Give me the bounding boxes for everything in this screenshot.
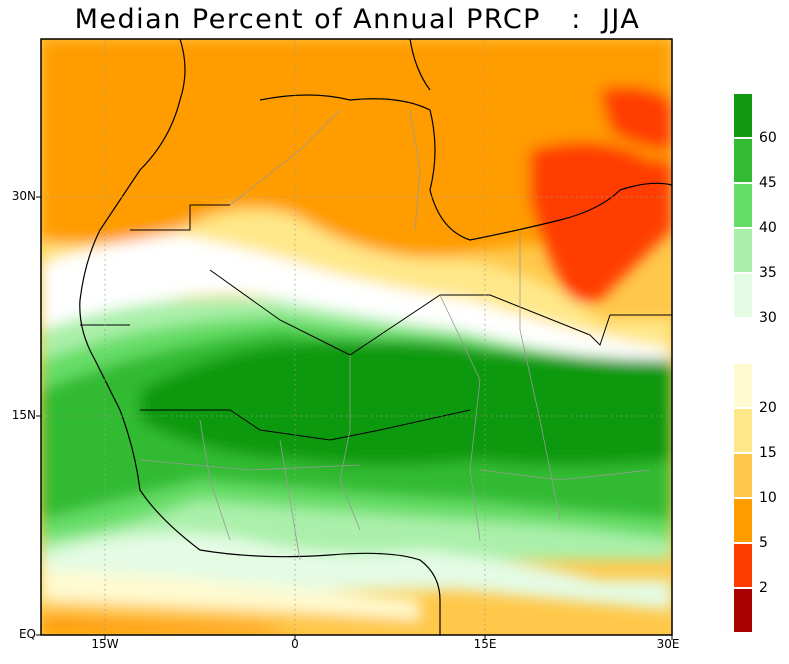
legend-swatch xyxy=(733,498,753,543)
map-title: Median Percent of Annual PRCP : JJA xyxy=(74,4,641,35)
x-tick-15e: 15E xyxy=(473,637,497,651)
legend-label: 15 xyxy=(759,445,777,461)
lat-lon-grid xyxy=(41,39,672,635)
legend-label: 45 xyxy=(759,175,777,191)
field-red-patch xyxy=(530,142,672,303)
legend-swatch xyxy=(733,138,753,183)
color-legend: 60 45 40 35 30 20 15 10 5 2 xyxy=(733,93,789,633)
axis-ticks xyxy=(36,196,673,640)
legend-swatch xyxy=(733,318,753,363)
x-tick-15w: 15W xyxy=(91,637,119,651)
legend-label: 5 xyxy=(759,535,768,551)
legend-swatch xyxy=(733,543,753,588)
legend-swatch xyxy=(733,228,753,273)
legend-swatch xyxy=(733,453,753,498)
x-tick-30e: 30E xyxy=(656,637,680,651)
y-tick-30n: 30N xyxy=(11,189,36,203)
legend-label: 40 xyxy=(759,220,777,236)
legend-label: 35 xyxy=(759,265,777,281)
map-frame xyxy=(40,38,673,636)
field-north-orange xyxy=(41,39,672,256)
legend-label: 60 xyxy=(759,130,777,146)
legend-swatch xyxy=(733,363,753,408)
legend-label: 2 xyxy=(759,580,768,596)
admin-borders xyxy=(139,109,651,561)
coastlines xyxy=(79,39,672,635)
legend-swatch xyxy=(733,183,753,228)
field-dark-green xyxy=(140,340,672,465)
legend-swatch xyxy=(733,273,753,318)
y-tick-eq: EQ xyxy=(18,627,36,641)
legend-swatch xyxy=(733,408,753,453)
legend-label: 10 xyxy=(759,490,777,506)
y-tick-15n: 15N xyxy=(11,408,36,422)
legend-label: 20 xyxy=(759,400,777,416)
x-tick-0: 0 xyxy=(291,637,299,651)
legend-swatch xyxy=(733,588,753,633)
legend-swatch xyxy=(733,93,753,138)
legend-label: 30 xyxy=(759,310,777,326)
